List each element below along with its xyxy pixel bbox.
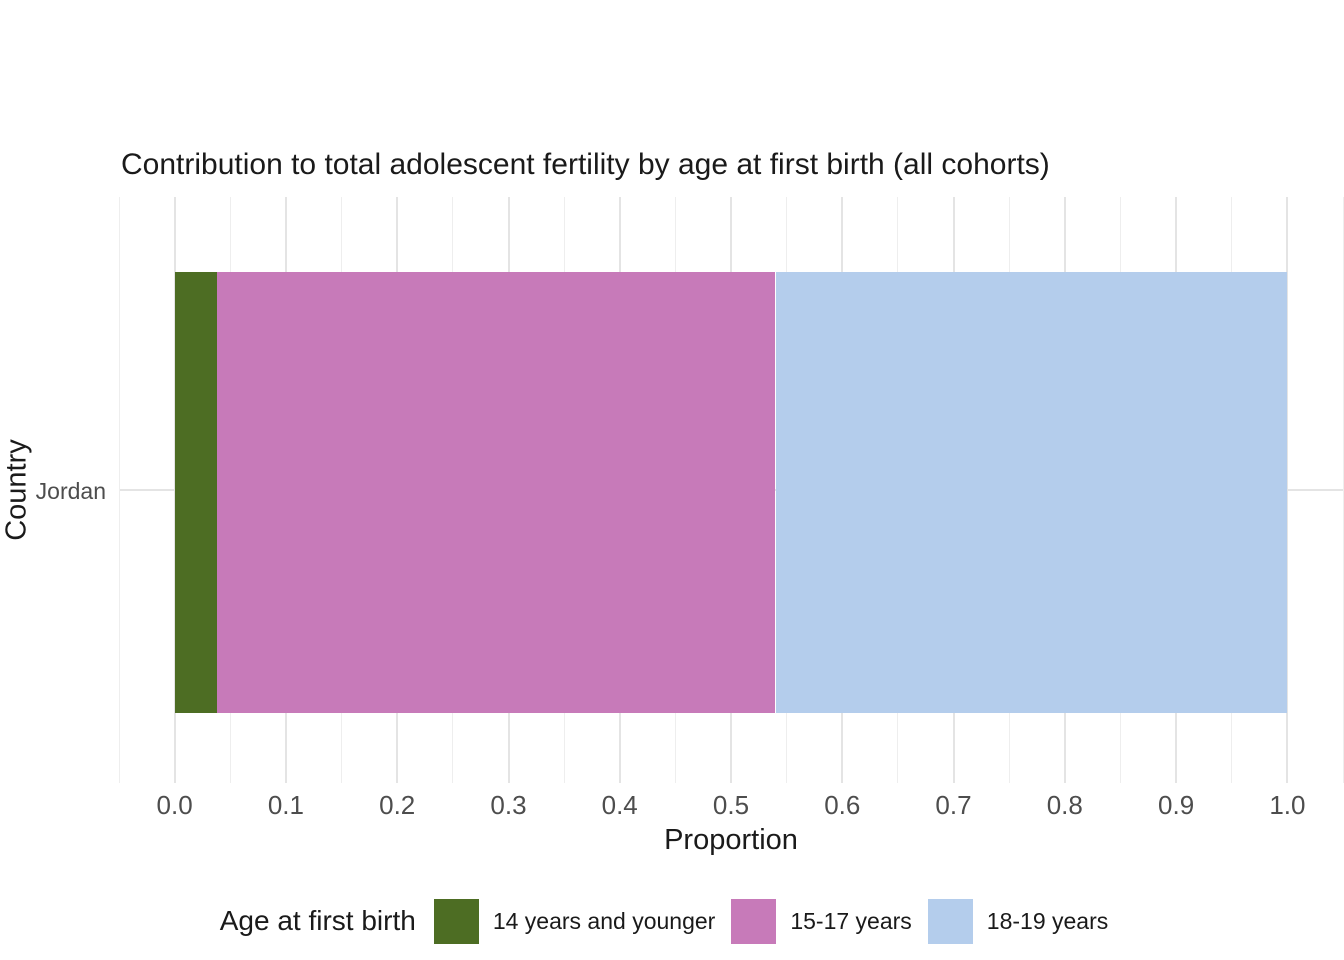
x-tick-label: 0.1 [267,790,304,820]
legend-title: Age at first birth [219,905,416,936]
legend-item: 14 years and younger [433,898,716,944]
legend-swatch-icon [433,898,479,944]
gridline-vertical-minor [118,197,120,783]
x-tick-label: 1.0 [1269,790,1306,820]
legend-item: 18-19 years [927,898,1109,944]
x-tick-label: 0.5 [712,790,750,820]
x-tick-label: 0.0 [156,790,193,820]
chart-title: Contribution to total adolescent fertili… [121,148,1050,181]
legend-swatch-icon [927,898,973,944]
x-axis-title: Proportion [664,824,798,856]
x-tick-label: 0.7 [935,790,972,820]
legend-item: 15-17 years [731,898,912,944]
bar-segment-15-17-years [216,272,776,713]
legend-item-label: 14 years and younger [492,907,716,934]
x-tick-label: 0.4 [601,790,638,820]
legend-item-label: 18-19 years [986,907,1109,934]
bar-segment-18-19-years [775,272,1288,713]
legend-swatch-icon [731,898,777,944]
plot-panel [118,197,1344,783]
gridline-vertical-minor [1342,197,1344,783]
x-axis-tick-labels: 0.0 0.1 0.2 0.3 0.4 0.5 0.6 0.7 0.8 0.9 1.0 [119,790,1343,822]
legend: Age at first birth 14 years and younger 1… [60,897,1284,945]
x-tick-label: 0.9 [1158,790,1195,820]
x-tick-label: 0.2 [379,790,416,820]
x-tick-label: 0.8 [1046,790,1083,820]
legend-item-label: 15-17 years [790,907,912,934]
y-axis-tick-label: Jordan [35,478,106,504]
gridline-vertical-major [1286,197,1289,783]
x-tick-label: 0.6 [824,790,861,820]
bar-segment-14-years-and-younger [174,272,217,713]
legend-items: 14 years and younger 15-17 years 18-19 yea… [433,898,1124,944]
x-tick-label: 0.3 [490,790,527,820]
